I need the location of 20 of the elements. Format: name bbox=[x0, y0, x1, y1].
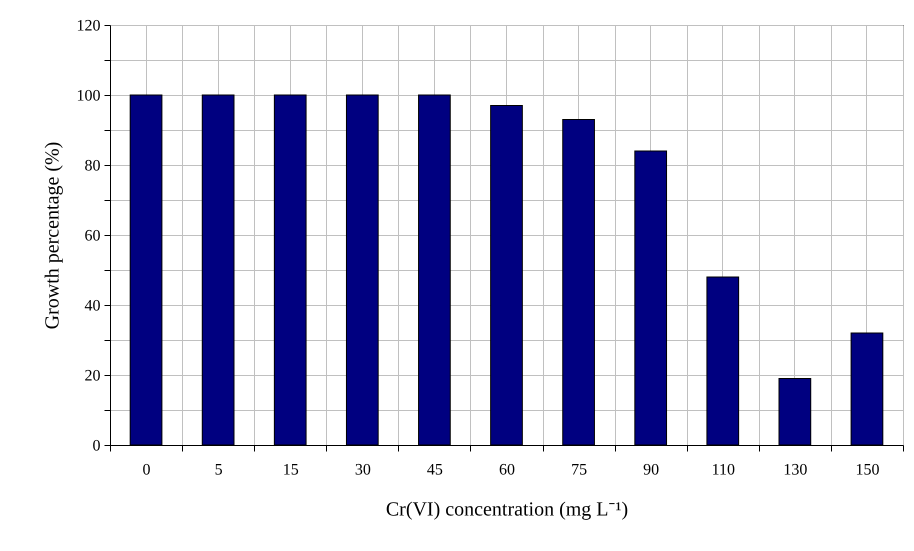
x-tick-label: 130 bbox=[783, 462, 808, 478]
x-tick-label: 90 bbox=[643, 462, 660, 478]
y-tick-label: 20 bbox=[84, 368, 100, 384]
y-axis-title: Growth percentage (%) bbox=[42, 142, 64, 330]
y-tick-label: 120 bbox=[76, 18, 100, 34]
y-tick-label: 100 bbox=[76, 88, 100, 104]
x-tick-label: 30 bbox=[354, 462, 371, 478]
y-tick-label: 60 bbox=[84, 228, 100, 244]
x-tick-label: 110 bbox=[712, 462, 735, 478]
y-tick-label: 40 bbox=[84, 298, 100, 314]
x-tick-label: 60 bbox=[499, 462, 515, 478]
y-tick-label: 0 bbox=[92, 438, 100, 454]
x-tick-label: 150 bbox=[855, 462, 880, 478]
x-tick-label: 0 bbox=[142, 462, 151, 478]
y-tick-label: 80 bbox=[84, 158, 100, 174]
x-tick-label: 15 bbox=[282, 462, 299, 478]
x-tick-label: 75 bbox=[571, 462, 588, 478]
x-tick-label: 5 bbox=[214, 462, 223, 478]
x-tick-label: 45 bbox=[426, 462, 443, 478]
x-axis-title: Cr(VI) concentration (mg L⁻¹) bbox=[386, 498, 628, 520]
